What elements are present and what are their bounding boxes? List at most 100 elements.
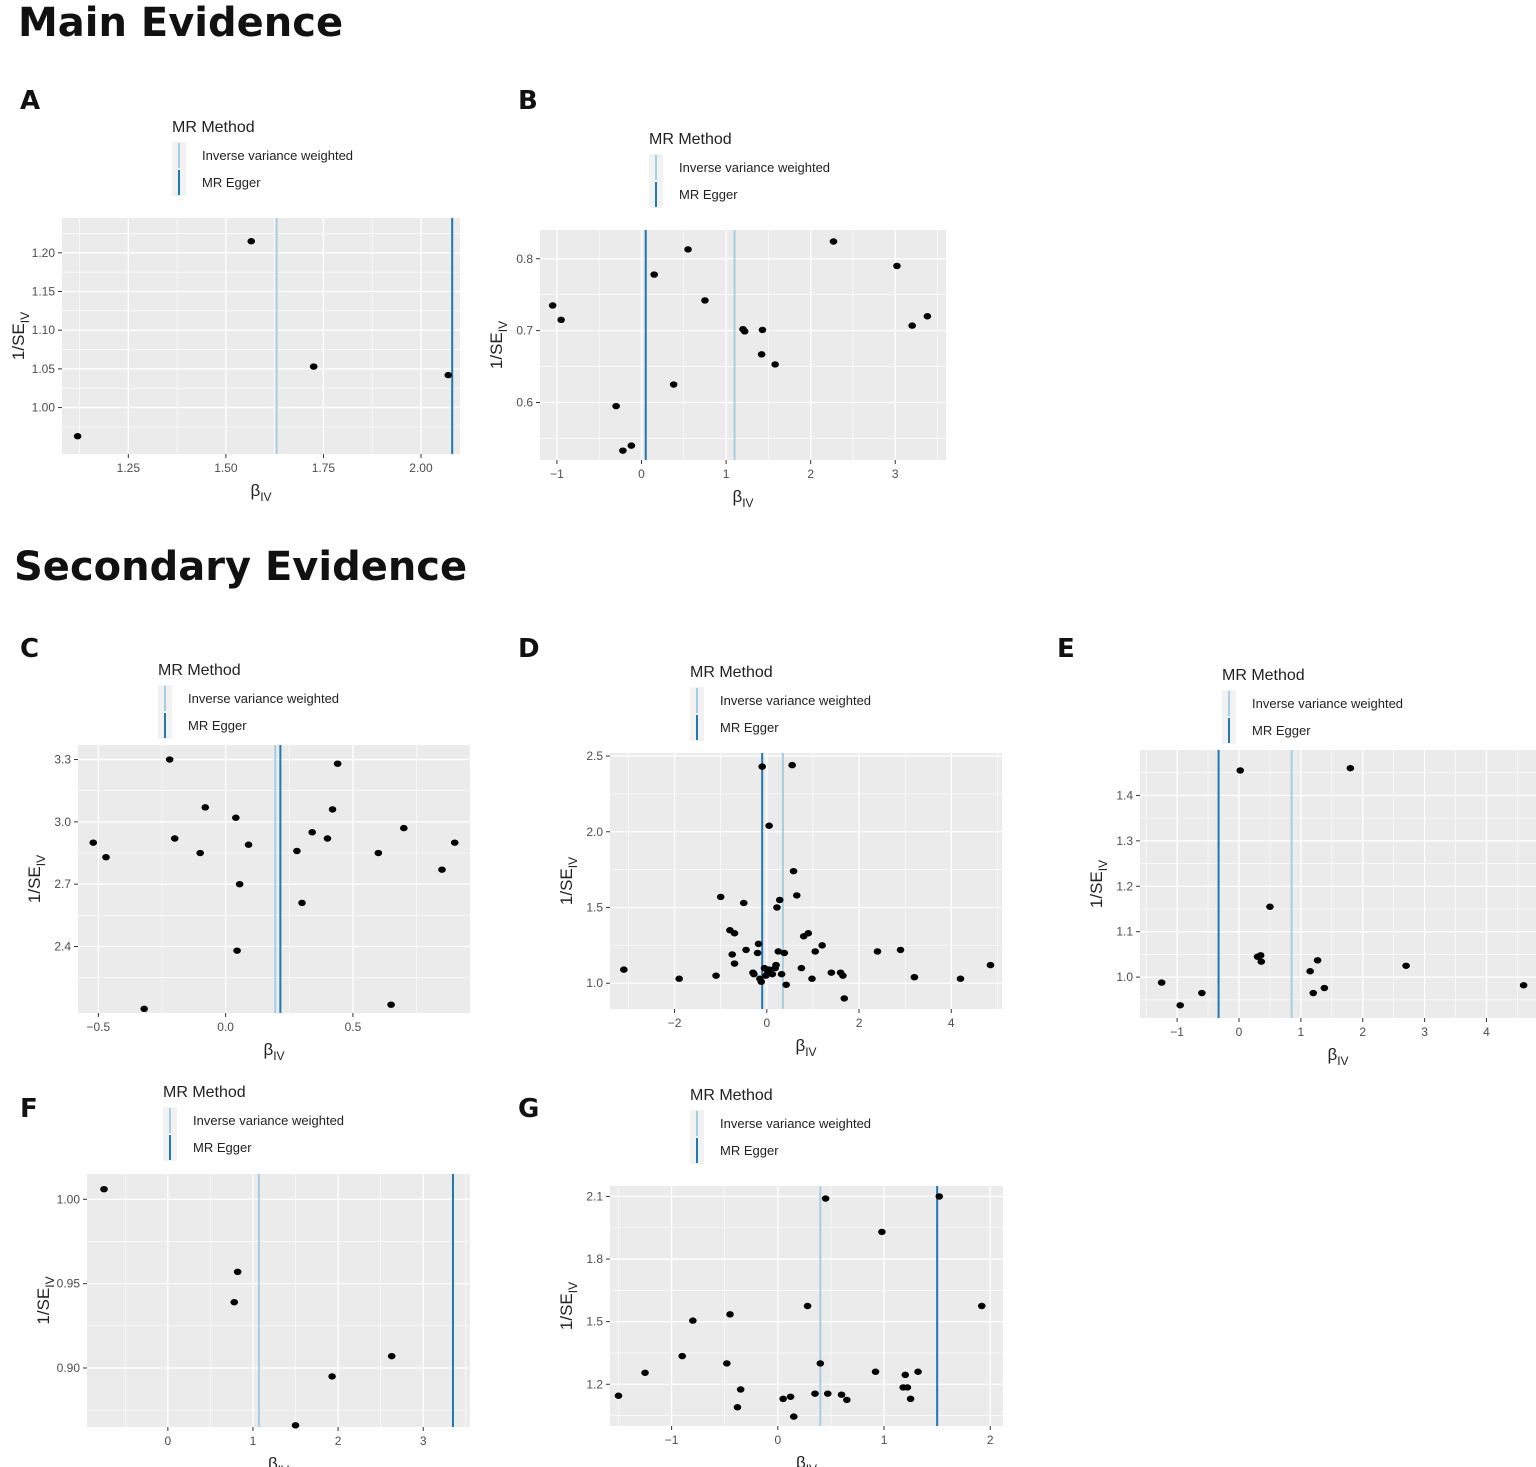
x-tick-label: 0	[638, 467, 645, 481]
y-tick-label: 3.0	[54, 815, 71, 829]
data-point	[956, 975, 965, 982]
legend-title: MR Method	[690, 1087, 773, 1104]
data-point	[1257, 958, 1266, 965]
x-tick-label: 3	[420, 1434, 427, 1448]
data-point	[757, 351, 766, 358]
y-tick-label: 1.0	[586, 976, 603, 990]
y-tick-label: 2.0	[586, 825, 603, 839]
data-point	[89, 839, 98, 846]
data-point	[684, 246, 692, 253]
legend-title: MR Method	[172, 119, 255, 136]
data-point	[291, 1422, 300, 1429]
data-point	[438, 866, 446, 873]
data-point	[823, 1390, 832, 1397]
data-point	[986, 961, 995, 969]
y-axis-title: 1/SEIV	[25, 855, 48, 903]
data-point	[678, 1352, 687, 1360]
data-point	[829, 238, 838, 245]
legend-label-ivw: Inverse variance weighted	[193, 1113, 344, 1128]
chart-panel-f: MR Method Inverse variance weighted MR Egg…	[34, 1084, 470, 1467]
x-tick-label: −0.5	[87, 1020, 111, 1034]
x-axis-title: βIV	[268, 1454, 289, 1467]
data-point	[612, 402, 620, 410]
data-point	[1346, 764, 1355, 772]
panel-label-g: G	[518, 1094, 540, 1124]
y-tick-label: 1.5	[586, 901, 603, 915]
data-point	[754, 940, 763, 948]
data-point	[811, 1390, 819, 1397]
y-tick-label: 0.90	[57, 1361, 81, 1375]
x-axis-title: βIV	[250, 481, 271, 504]
section-title-secondary: Secondary Evidence	[14, 544, 468, 590]
x-tick-label: 1.25	[117, 461, 141, 475]
data-point	[675, 975, 683, 982]
plot-background	[1140, 750, 1536, 1018]
legend-title: MR Method	[649, 131, 732, 148]
data-point	[740, 328, 749, 335]
data-point	[328, 806, 337, 813]
x-tick-label: −1	[665, 1433, 679, 1447]
data-point	[230, 1298, 239, 1306]
legend-title: MR Method	[1222, 667, 1305, 684]
data-point	[797, 964, 806, 972]
data-point	[903, 1384, 912, 1391]
data-point	[1306, 968, 1314, 975]
data-point	[1313, 957, 1322, 964]
legend-label-ivw: Inverse variance weighted	[720, 693, 871, 708]
legend-label-egger: MR Egger	[679, 187, 738, 202]
x-tick-label: 4	[948, 1016, 955, 1030]
data-point	[298, 899, 306, 907]
data-point	[165, 756, 174, 763]
data-point	[669, 381, 678, 388]
data-point	[1309, 989, 1318, 997]
data-point	[923, 313, 932, 320]
x-tick-label: 1	[1298, 1025, 1305, 1039]
y-tick-label: 2.4	[54, 940, 71, 954]
data-point	[548, 302, 557, 309]
x-tick-label: 1.50	[214, 461, 238, 475]
data-point	[1519, 982, 1528, 989]
data-point	[906, 1395, 915, 1403]
data-point	[1266, 903, 1274, 910]
data-point	[323, 835, 332, 842]
data-point	[816, 1360, 825, 1367]
data-point	[73, 433, 82, 440]
x-tick-label: 1	[881, 1433, 888, 1447]
data-point	[775, 896, 784, 904]
data-point	[777, 970, 786, 978]
x-tick-label: 2	[987, 1433, 994, 1447]
data-point	[750, 970, 758, 978]
data-point	[1236, 767, 1245, 774]
data-point	[935, 1193, 944, 1200]
data-point	[333, 760, 342, 767]
data-point	[811, 948, 820, 955]
y-tick-label: 1.4	[1116, 788, 1133, 802]
x-tick-label: 0.0	[217, 1020, 234, 1034]
data-point	[786, 1393, 795, 1400]
panel-label-c: C	[20, 634, 40, 664]
data-point	[374, 849, 383, 857]
data-point	[910, 973, 919, 981]
data-point	[170, 835, 179, 842]
plot-background	[610, 753, 1002, 1009]
data-point	[444, 371, 453, 379]
data-point	[871, 1368, 880, 1375]
data-point	[627, 442, 636, 449]
y-tick-label: 1.1	[1116, 925, 1133, 939]
data-point	[728, 951, 737, 958]
legend-label-egger: MR Egger	[202, 175, 261, 190]
x-tick-label: 0	[763, 1016, 770, 1030]
data-point	[716, 893, 725, 901]
y-tick-label: 0.7	[516, 324, 533, 338]
y-axis-title: 1/SEIV	[9, 312, 32, 360]
data-point	[789, 867, 798, 875]
y-tick-label: 1.0	[1116, 970, 1133, 984]
legend: MR Method Inverse variance weighted MR Egg…	[158, 662, 339, 739]
data-point	[235, 880, 244, 888]
x-tick-label: 0	[165, 1434, 172, 1448]
data-point	[977, 1302, 986, 1310]
data-point	[689, 1317, 697, 1324]
data-point	[293, 847, 301, 855]
legend-label-egger: MR Egger	[720, 720, 779, 735]
legend: MR Method Inverse variance weighted MR Egg…	[163, 1084, 344, 1161]
